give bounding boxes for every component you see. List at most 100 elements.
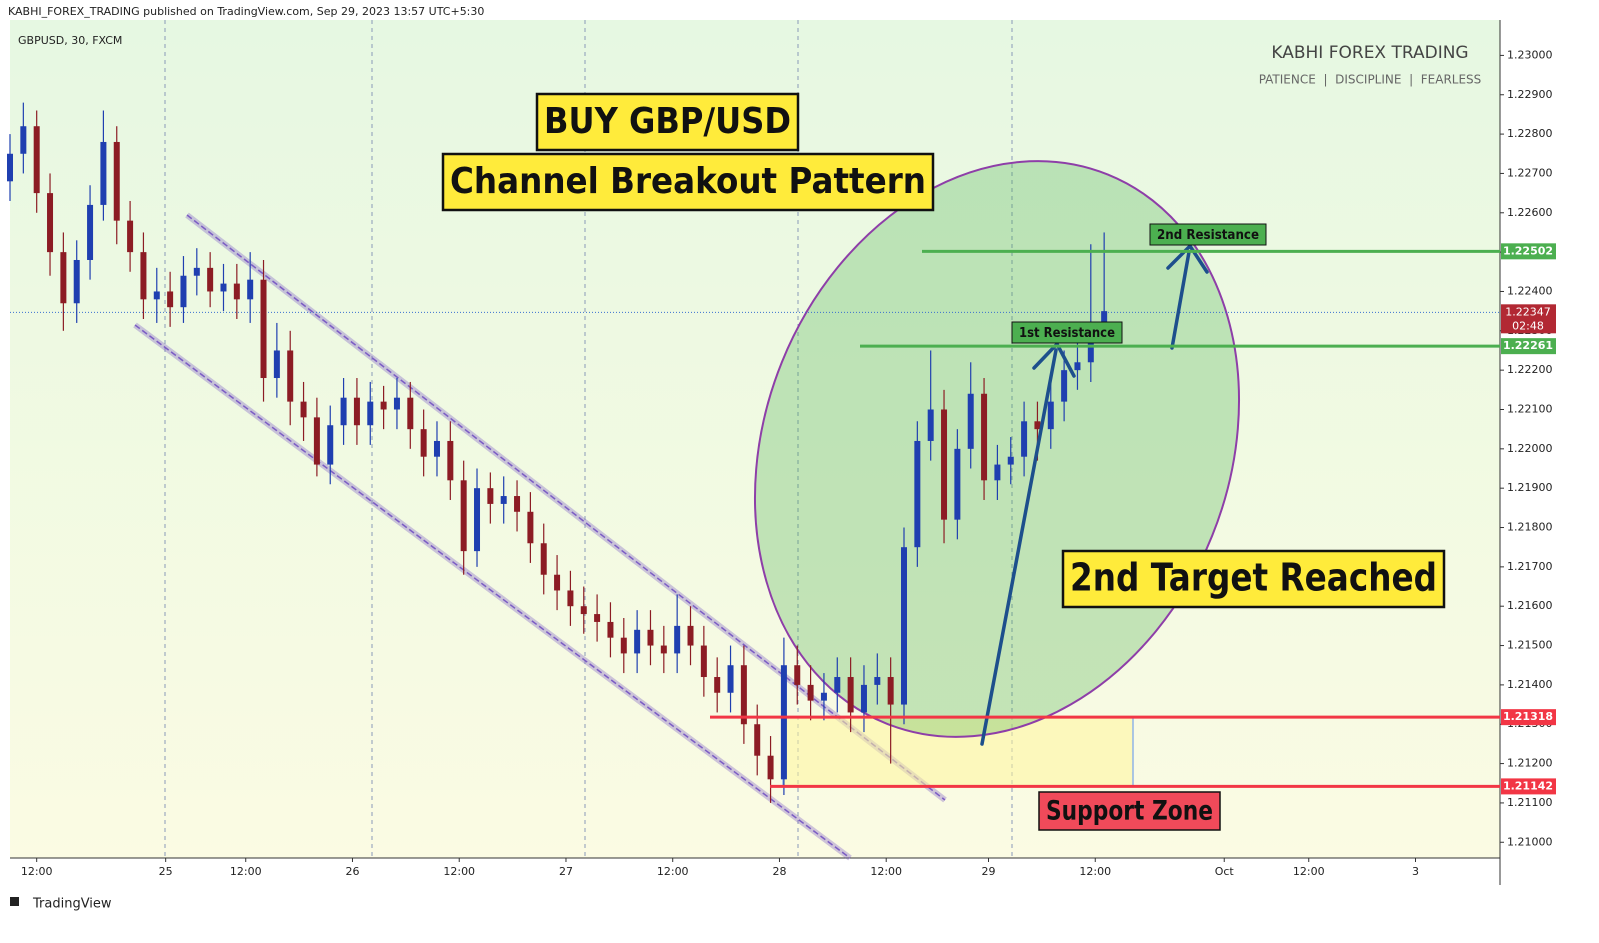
- candle-body: [207, 267, 214, 292]
- candle-body: [901, 547, 907, 705]
- candle-body: [847, 677, 854, 713]
- y-tick-label: 1.23000: [1507, 48, 1553, 61]
- level-label-bg: [1501, 243, 1556, 260]
- x-tick-label: 3: [1412, 865, 1419, 878]
- candle-body: [767, 755, 774, 780]
- watermark-subtitle: PATIENCE | DISCIPLINE | FEARLESS: [1259, 73, 1482, 87]
- annotation-text: 1st Resistance: [1019, 326, 1115, 341]
- candle-body: [887, 677, 894, 705]
- candle-body: [233, 283, 240, 300]
- candle-body: [353, 397, 360, 426]
- candle-body: [874, 677, 881, 685]
- candle-body: [1047, 401, 1054, 430]
- candle-body: [220, 283, 227, 292]
- candle-body: [393, 397, 400, 410]
- candle-body: [1087, 338, 1094, 363]
- candle-body: [914, 440, 921, 548]
- annotation-text: Channel Breakout Pattern: [450, 161, 926, 202]
- candle-body: [113, 141, 120, 221]
- candle-body: [927, 409, 934, 441]
- level-label-bg: [1501, 709, 1556, 726]
- x-tick-label: 28: [772, 865, 786, 878]
- candle-body: [273, 350, 280, 379]
- candle-body: [193, 267, 200, 276]
- candle-body: [580, 606, 587, 615]
- time-axis: [10, 858, 1500, 885]
- candle-body: [527, 511, 534, 544]
- main-layer: [7, 102, 1500, 803]
- candle-body: [100, 141, 107, 205]
- candle-body: [87, 204, 94, 260]
- x-tick-label: Oct: [1215, 865, 1235, 878]
- channel-upper: [186, 214, 946, 801]
- candle-body: [754, 724, 761, 756]
- y-tick-label: 1.21700: [1507, 560, 1553, 573]
- candle-body: [820, 692, 827, 701]
- x-tick-label: 26: [345, 865, 359, 878]
- symbol: GBPUSD, 30, FXCM: [18, 34, 122, 47]
- arrow: [980, 348, 1058, 746]
- candle-body: [714, 677, 721, 693]
- annotation-text: BUY GBP/USD: [544, 101, 791, 142]
- x-tick-label: 12:00: [1079, 865, 1111, 878]
- candle-body: [20, 126, 27, 154]
- candle-body: [33, 126, 40, 194]
- candle-body: [1007, 456, 1014, 465]
- annotation-box: [1149, 223, 1267, 246]
- level-label: 1.21318: [1503, 710, 1553, 723]
- annotation-box: [441, 152, 935, 212]
- annotation-box: [1061, 549, 1446, 609]
- candle-body: [807, 684, 814, 701]
- annotation-box: [535, 92, 800, 152]
- x-tick-label: 12:00: [230, 865, 262, 878]
- candle-body: [594, 614, 601, 622]
- candle-body: [340, 397, 347, 426]
- y-tick-label: 1.21500: [1507, 639, 1553, 652]
- candle-body: [73, 259, 80, 304]
- candle-body: [941, 409, 948, 520]
- candle-body: [7, 153, 13, 182]
- x-tick-label: 12:00: [870, 865, 902, 878]
- candle-body: [487, 488, 494, 504]
- candle-body: [60, 252, 67, 304]
- candle-body: [127, 220, 134, 253]
- candle-body: [247, 279, 254, 300]
- candle-body: [380, 401, 387, 410]
- candle-body: [500, 496, 507, 504]
- candle-body: [47, 193, 54, 253]
- candle-body: [981, 393, 988, 481]
- x-tick-label: 12:00: [1293, 865, 1325, 878]
- candle-body: [567, 590, 574, 607]
- x-tick-label: 12:00: [443, 865, 475, 878]
- footer-logo: TradingView: [10, 897, 112, 912]
- y-tick-label: 1.21900: [1507, 481, 1553, 494]
- level-label: 1.22502: [1503, 244, 1553, 257]
- level-label-bg: [1501, 338, 1556, 355]
- logo-mark: [10, 897, 19, 906]
- candle-body: [514, 496, 521, 512]
- candle-body: [300, 401, 307, 418]
- candle-body: [834, 677, 841, 693]
- candle-body: [447, 440, 454, 481]
- y-tick-label: 1.21800: [1507, 521, 1553, 534]
- y-tick-label: 1.21400: [1507, 678, 1553, 691]
- candle-body: [1061, 370, 1068, 402]
- y-tick-label: 1.22200: [1507, 363, 1553, 376]
- annotation-text: Support Zone: [1046, 796, 1213, 827]
- candle-body: [860, 684, 867, 713]
- watermark-title: KABHI FOREX TRADING: [1271, 43, 1468, 63]
- candle-body: [674, 625, 681, 654]
- y-tick-label: 1.22700: [1507, 166, 1553, 179]
- candle-body: [607, 621, 614, 638]
- candle-body: [554, 574, 561, 591]
- label-layer: 1.22502 1.22261 1.21318 1.21142 1.2234702:48…: [441, 92, 1556, 831]
- candle-body: [474, 488, 481, 552]
- candle-body: [260, 279, 267, 379]
- candle-body: [794, 665, 801, 685]
- candle-body: [954, 448, 961, 520]
- x-tick-label: 29: [982, 865, 996, 878]
- candle-body: [647, 629, 654, 646]
- candle-body: [180, 275, 187, 308]
- candle-body: [433, 440, 440, 457]
- publisher-line: KABHI_FOREX_TRADING published on Trading…: [8, 5, 484, 18]
